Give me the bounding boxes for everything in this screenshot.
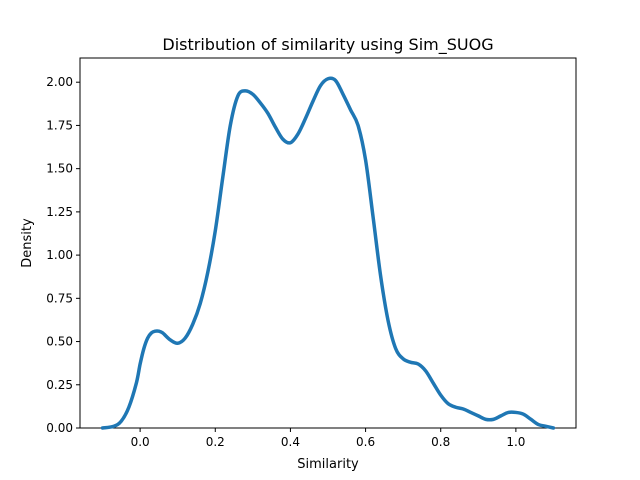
x-tick-label: 0.4 bbox=[281, 435, 300, 449]
y-tick-label: 1.00 bbox=[46, 248, 73, 262]
chart-title: Distribution of similarity using Sim_SUO… bbox=[162, 35, 493, 55]
x-axis: 0.0 0.2 0.4 0.6 0.8 1.0 bbox=[131, 428, 525, 449]
y-tick-label: 1.50 bbox=[46, 162, 73, 176]
y-tick-label: 0.25 bbox=[46, 378, 73, 392]
y-tick-label: 1.25 bbox=[46, 205, 73, 219]
x-tick-label: 0.8 bbox=[431, 435, 450, 449]
y-tick-label: 2.00 bbox=[46, 75, 73, 89]
x-tick-label: 0.0 bbox=[131, 435, 150, 449]
x-tick-label: 0.2 bbox=[206, 435, 225, 449]
y-tick-label: 0.00 bbox=[46, 421, 73, 435]
plot-frame bbox=[79, 57, 577, 429]
x-axis-label: Similarity bbox=[297, 457, 359, 472]
y-tick-label: 1.75 bbox=[46, 118, 73, 132]
density-curve bbox=[100, 76, 556, 430]
x-tick-label: 0.6 bbox=[356, 435, 375, 449]
y-axis-label: Density bbox=[20, 218, 35, 268]
x-tick-label: 1.0 bbox=[506, 435, 525, 449]
y-tick-label: 0.50 bbox=[46, 335, 73, 349]
y-axis: 0.00 0.25 0.50 0.75 1.00 1.25 1.50 1.75 2.00 bbox=[46, 75, 80, 435]
y-tick-label: 0.75 bbox=[46, 291, 73, 305]
